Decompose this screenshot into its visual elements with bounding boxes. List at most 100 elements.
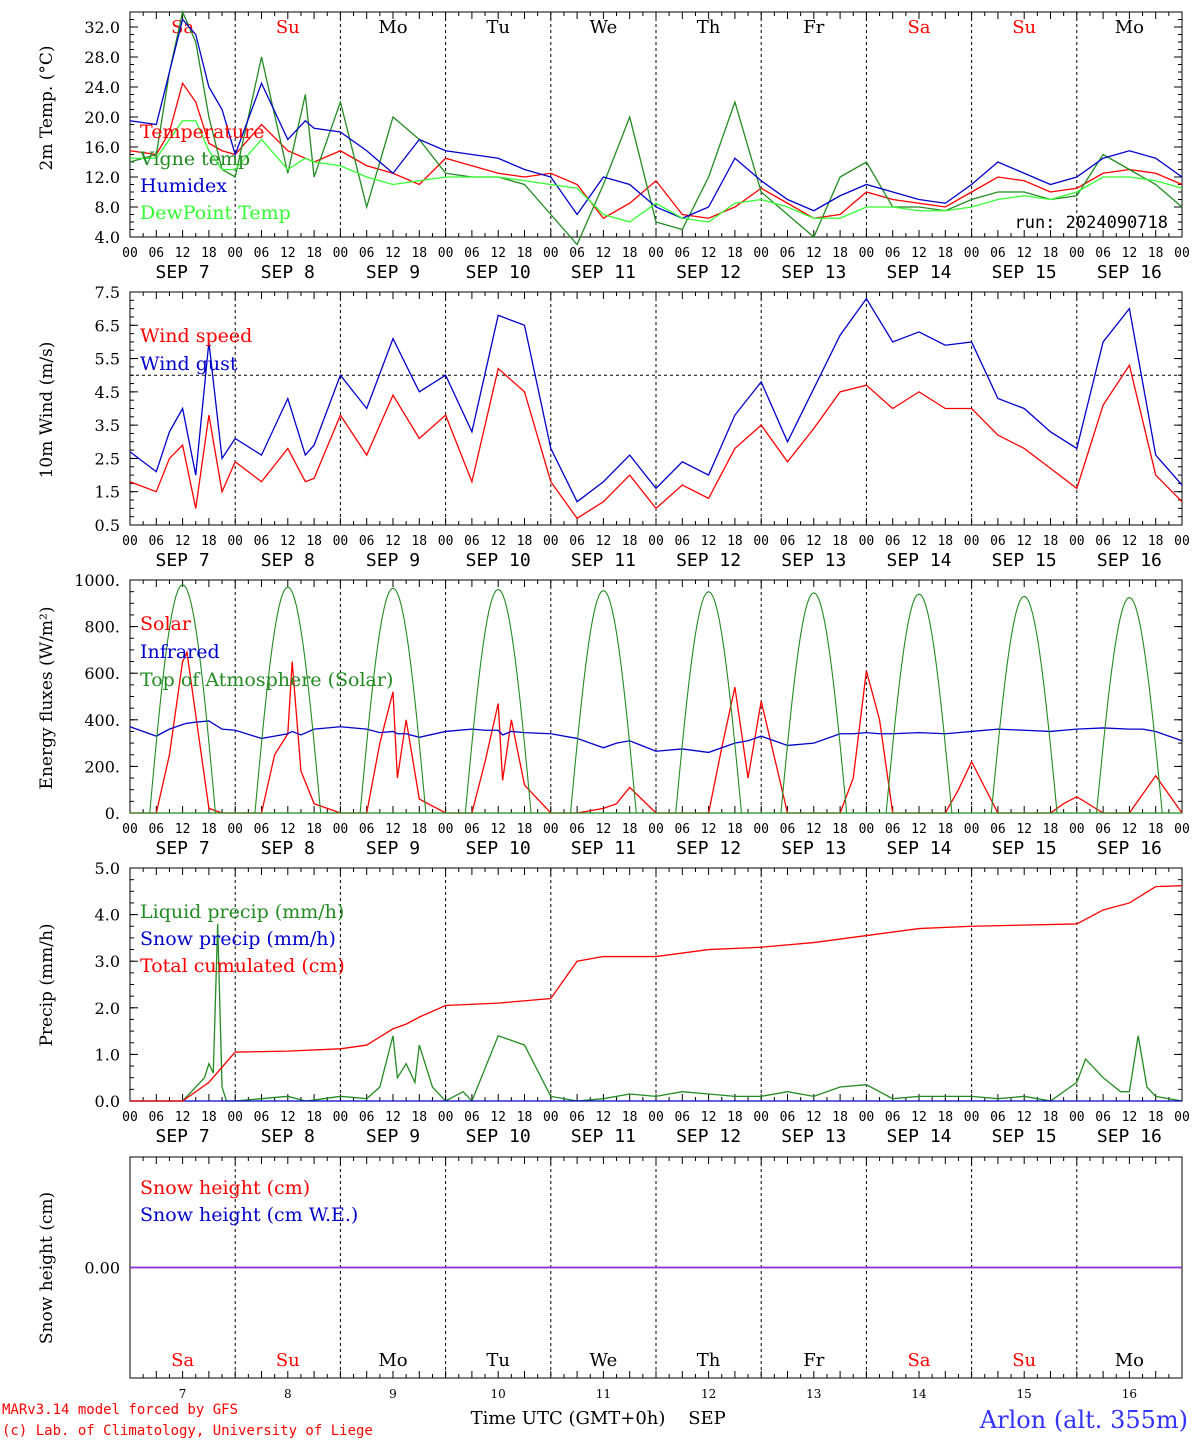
date-label: SEP 11 xyxy=(571,262,636,283)
toa-solar-arc xyxy=(464,588,532,814)
date-label: SEP 15 xyxy=(992,550,1057,571)
hour-label: 12 xyxy=(911,246,927,261)
weekday-label: Sa xyxy=(171,1350,194,1371)
date-label: SEP 9 xyxy=(366,1126,420,1147)
hour-label: 00 xyxy=(964,534,980,549)
date-label: SEP 12 xyxy=(676,550,741,571)
hour-label: 06 xyxy=(780,1110,796,1125)
toa-solar-arc xyxy=(675,591,743,814)
hour-label: 18 xyxy=(832,246,848,261)
date-label: SEP 10 xyxy=(466,550,531,571)
y-tick-label: 2.0 xyxy=(95,999,120,1018)
legend-entry: Snow precip (mm/h) xyxy=(140,928,336,950)
date-label: SEP 9 xyxy=(366,838,420,859)
credit-model: MARv3.14 model forced by GFS xyxy=(2,1402,238,1418)
hour-label: 18 xyxy=(517,822,533,837)
hour-label: 06 xyxy=(990,246,1006,261)
hour-label: 18 xyxy=(622,1110,638,1125)
hour-label: 18 xyxy=(727,1110,743,1125)
series-line xyxy=(129,81,1183,220)
hour-label: 00 xyxy=(859,1110,875,1125)
hour-label: 00 xyxy=(648,534,664,549)
hour-label: 12 xyxy=(280,1110,296,1125)
hour-label: 06 xyxy=(780,822,796,837)
panel-1: 0.5 1.5 2.5 3.5 4.5 5.5 6.5 7.5 10m Wind (m/s) Wi… xyxy=(37,283,1190,571)
y-axis-label: 2m Temp. (°C) xyxy=(37,45,57,170)
hour-label: 18 xyxy=(1043,1110,1059,1125)
y-tick-label: 0. xyxy=(105,804,120,823)
hour-label: 18 xyxy=(306,822,322,837)
y-tick-label: 0.00 xyxy=(84,1259,120,1278)
hour-label: 18 xyxy=(201,534,217,549)
date-label: SEP 12 xyxy=(676,1126,741,1147)
hour-label: 18 xyxy=(517,534,533,549)
toa-solar-arc xyxy=(1095,596,1163,814)
date-label: SEP 10 xyxy=(466,262,531,283)
y-tick-label: 4.5 xyxy=(95,383,120,402)
hour-label: 12 xyxy=(1122,246,1138,261)
hour-label: 18 xyxy=(937,1110,953,1125)
hour-label: 12 xyxy=(385,534,401,549)
hour-label: 18 xyxy=(1043,534,1059,549)
series-line xyxy=(130,885,1183,1102)
hour-label: 06 xyxy=(254,534,270,549)
weekday-label: Mo xyxy=(378,17,407,38)
date-label: SEP 15 xyxy=(992,838,1057,859)
hour-label: 18 xyxy=(727,246,743,261)
hour-label: 12 xyxy=(280,822,296,837)
legend-entry: Humidex xyxy=(140,175,227,197)
legend-entry: Solar xyxy=(140,613,192,635)
date-label: SEP 14 xyxy=(886,262,951,283)
date-label: SEP 14 xyxy=(886,1126,951,1147)
hour-label: 18 xyxy=(1148,534,1164,549)
date-label: SEP 10 xyxy=(466,838,531,859)
hour-label: 12 xyxy=(911,822,927,837)
date-label: SEP 13 xyxy=(781,262,846,283)
legend-entry: Top of Atmosphere (Solar) xyxy=(140,669,393,691)
day-number-label: 10 xyxy=(491,1387,506,1401)
weekday-label: Sa xyxy=(907,1350,930,1371)
hour-label: 12 xyxy=(1122,1110,1138,1125)
hour-label: 12 xyxy=(806,246,822,261)
hour-label: 00 xyxy=(648,1110,664,1125)
hour-label: 18 xyxy=(411,1110,427,1125)
hour-label: 18 xyxy=(937,534,953,549)
legend-entry: Wind gust xyxy=(140,353,238,375)
date-label: SEP 16 xyxy=(1097,1126,1162,1147)
y-tick-label: 6.5 xyxy=(95,316,120,335)
hour-label: 00 xyxy=(753,1110,769,1125)
weekday-label: Th xyxy=(697,17,721,38)
hour-label: 00 xyxy=(543,822,559,837)
y-tick-label: 0.5 xyxy=(95,516,120,535)
hour-label: 06 xyxy=(885,246,901,261)
hour-label: 18 xyxy=(1148,822,1164,837)
credit-lab: (c) Lab. of Climatology, University of L… xyxy=(2,1423,373,1439)
y-tick-label: 200. xyxy=(84,757,120,776)
panel-3: 0.0 1.0 2.0 3.0 4.0 5.0 Precip (mm/h) Liquid pr… xyxy=(37,859,1190,1147)
hour-label: 00 xyxy=(438,246,454,261)
hour-label: 18 xyxy=(937,822,953,837)
hour-label: 06 xyxy=(780,534,796,549)
hour-label: 00 xyxy=(122,246,138,261)
hour-label: 18 xyxy=(832,1110,848,1125)
series-line xyxy=(130,120,1183,223)
y-tick-label: 16.0 xyxy=(84,138,120,157)
hour-label: 06 xyxy=(674,1110,690,1125)
date-label: SEP 7 xyxy=(156,1126,210,1147)
weekday-label: Fr xyxy=(803,1350,824,1371)
hour-label: 12 xyxy=(490,1110,506,1125)
weekday-label: Tu xyxy=(486,1350,510,1371)
hour-label: 06 xyxy=(885,822,901,837)
date-label: SEP 11 xyxy=(571,838,636,859)
date-label: SEP 8 xyxy=(261,1126,315,1147)
day-number-label: 16 xyxy=(1122,1387,1137,1401)
hour-label: 06 xyxy=(569,534,585,549)
weekday-label: Mo xyxy=(378,1350,407,1371)
weekday-label: Th xyxy=(697,1350,721,1371)
hour-label: 00 xyxy=(1069,246,1085,261)
hour-label: 00 xyxy=(859,246,875,261)
hour-label: 18 xyxy=(201,1110,217,1125)
legend-entry: DewPoint Temp xyxy=(140,202,291,224)
hour-label: 12 xyxy=(596,246,612,261)
hour-label: 00 xyxy=(859,822,875,837)
